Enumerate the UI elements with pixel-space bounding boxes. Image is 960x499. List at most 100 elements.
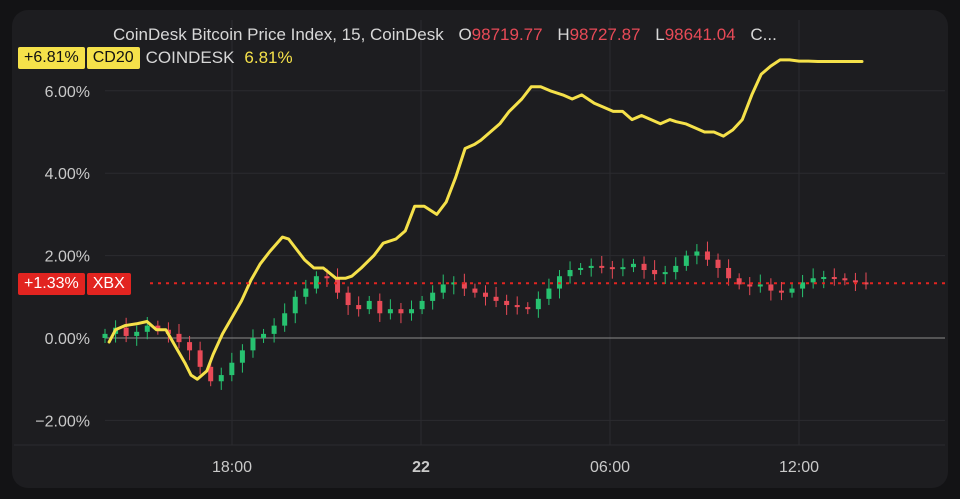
xbx-candle (673, 257, 679, 280)
candle-body (197, 350, 203, 367)
xbx-candle (831, 268, 837, 286)
xbx-candle (546, 278, 552, 306)
y-tick-label: 4.00% (45, 166, 90, 183)
xbx-candle (683, 250, 689, 271)
xbx-candle (430, 285, 436, 310)
candle-body (123, 327, 129, 336)
candle-body (863, 282, 869, 285)
xbx-candle (599, 256, 605, 274)
xbx-candle (345, 286, 351, 315)
xbx-candle (419, 295, 425, 315)
xbx-candle (229, 352, 235, 382)
x-tick-label: 06:00 (590, 459, 630, 476)
xbx-candle (588, 258, 594, 277)
candle-body (578, 267, 584, 271)
candle-body (398, 309, 404, 314)
candle-body (271, 325, 277, 334)
candle-body (176, 333, 182, 343)
y-tick-label: 0.00% (45, 331, 90, 348)
cd20-legend[interactable]: +6.81% CD20 COINDESK 6.81% (18, 47, 293, 71)
xbx-candle (356, 296, 362, 317)
candle-body (800, 282, 806, 289)
candle-body (261, 333, 267, 338)
xbx-candle (461, 273, 467, 296)
xbx-candle (440, 274, 446, 299)
candle-body (842, 278, 848, 281)
candle-body (134, 331, 140, 336)
candle-body (778, 290, 784, 293)
candle-body (419, 300, 425, 310)
xbx-candle (261, 328, 267, 343)
candle-body (356, 305, 362, 310)
xbx-candle (810, 268, 816, 289)
candle-body (144, 325, 150, 332)
xbx-candle (366, 295, 372, 315)
candle-body (620, 267, 626, 270)
candle-body (335, 278, 341, 293)
candle-body (726, 267, 732, 279)
xbx-candle (282, 303, 288, 332)
xbx-candle (768, 278, 774, 301)
candle-body (472, 288, 478, 293)
grid-lines (14, 20, 945, 446)
low-label: L (655, 25, 665, 44)
candle-body (430, 292, 436, 301)
candle-body (461, 282, 467, 289)
xbx-candle (620, 258, 626, 277)
candle-body (313, 276, 319, 289)
xbx-candle (747, 277, 753, 296)
xbx-candle (641, 256, 647, 279)
xbx-candle (239, 344, 245, 373)
xbx-candle (662, 265, 668, 285)
candle-body (239, 350, 245, 363)
candle-body (673, 265, 679, 273)
candle-body (229, 362, 235, 376)
xbx-price-marker: +1.33% XBX (18, 273, 131, 295)
xbx-candle (567, 261, 573, 284)
xbx-candle (398, 302, 404, 324)
x-tick-label: 22 (412, 459, 430, 476)
candle-body (789, 288, 795, 293)
cd20-value: 6.81% (244, 48, 293, 67)
candle-body (377, 300, 383, 314)
candle-body (366, 300, 372, 310)
candle-body (747, 284, 753, 287)
cd20-series-line (107, 58, 864, 381)
xbx-candle (514, 296, 520, 315)
xbx-candle (694, 244, 700, 265)
y-tick-label: 2.00% (45, 249, 90, 266)
candle-body (525, 307, 531, 310)
xbx-candle (483, 285, 488, 306)
x-tick-labels: 18:00 22 06:00 12:00 (212, 459, 819, 476)
xbx-candle (409, 300, 415, 321)
y-tick-label: −2.00% (35, 413, 90, 430)
chart-panel (12, 10, 948, 488)
open-label: O (458, 25, 472, 44)
xbx-candle (451, 276, 457, 295)
candle-body (387, 309, 393, 314)
xbx-candle (535, 291, 541, 318)
close-label: C... (750, 25, 777, 44)
candle-body (641, 263, 647, 271)
xbx-change-badge: +1.33% (18, 273, 85, 295)
candle-body (694, 251, 700, 256)
xbx-candle (736, 273, 742, 290)
candle-body (715, 259, 721, 268)
candle-body (102, 333, 108, 338)
xbx-candle (123, 317, 129, 343)
xbx-candle (472, 283, 478, 298)
candle-body (852, 280, 858, 283)
candle-body (504, 300, 510, 306)
candle-body (218, 375, 224, 382)
candle-body (567, 270, 573, 277)
xbx-candle (271, 318, 277, 343)
candle-body (440, 284, 446, 293)
xbx-candle (134, 325, 140, 346)
candle-body (757, 284, 763, 287)
cd20-source: COINDESK (145, 48, 235, 67)
xbx-candle (852, 272, 858, 292)
candle-body (652, 270, 658, 275)
candle-body (588, 265, 594, 268)
